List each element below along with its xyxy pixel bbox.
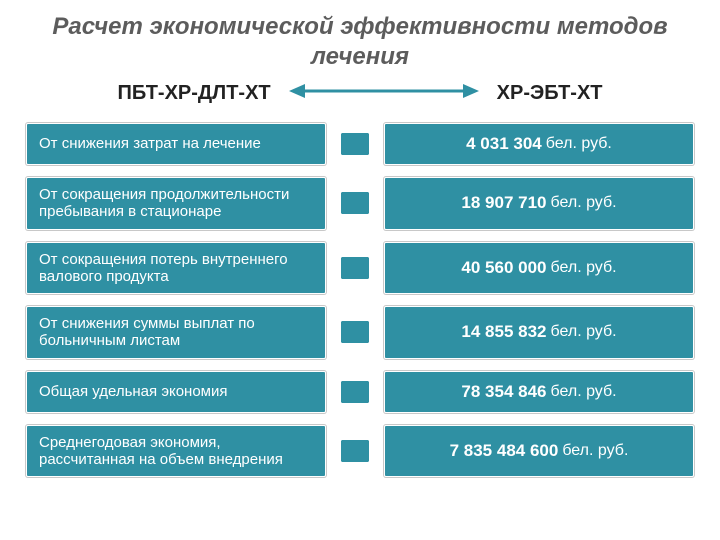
rows-container: От снижения затрат на лечение4 031 304бе… (26, 123, 694, 477)
row-value-unit: бел. руб. (547, 383, 617, 401)
data-row: От снижения затрат на лечение 4 031 304бе… (26, 123, 694, 165)
row-value-number: 4 031 304 (466, 134, 542, 154)
equals-icon (338, 242, 372, 295)
row-value-unit: бел. руб. (558, 442, 628, 460)
data-row: Среднегодовая экономия, рассчитанная на … (26, 425, 694, 478)
row-value-number: 18 907 710 (461, 193, 546, 213)
row-label: Общая удельная экономия (26, 371, 326, 413)
row-value: 18 907 710бел. руб. (384, 177, 694, 230)
double-arrow-icon (289, 82, 479, 105)
equals-icon (338, 306, 372, 359)
row-value: 14 855 832бел. руб. (384, 306, 694, 359)
row-value-unit: бел. руб. (547, 259, 617, 277)
row-value-unit: бел. руб. (547, 194, 617, 212)
row-value: 78 354 846бел. руб. (384, 371, 694, 413)
row-label: Среднегодовая экономия, рассчитанная на … (26, 425, 326, 478)
row-value: 4 031 304бел. руб. (384, 123, 694, 165)
data-row: От сокращения потерь внутреннего валовог… (26, 242, 694, 295)
data-row: От сокращения продолжительности пребыван… (26, 177, 694, 230)
row-value-unit: бел. руб. (547, 323, 617, 341)
row-value-number: 40 560 000 (461, 258, 546, 278)
compare-left-label: ПБТ-ХР-ДЛТ-ХТ (117, 82, 270, 105)
row-value-number: 14 855 832 (461, 322, 546, 342)
equals-icon (338, 177, 372, 230)
equals-icon (338, 123, 372, 165)
row-label: От снижения суммы выплат по больничным л… (26, 306, 326, 359)
row-value: 7 835 484 600бел. руб. (384, 425, 694, 478)
equals-icon (338, 371, 372, 413)
row-label: От сокращения потерь внутреннего валовог… (26, 242, 326, 295)
equals-icon (338, 425, 372, 478)
row-label: От снижения затрат на лечение (26, 123, 326, 165)
row-label: От сокращения продолжительности пребыван… (26, 177, 326, 230)
data-row: От снижения суммы выплат по больничным л… (26, 306, 694, 359)
page-title: Расчет экономической эффективности метод… (26, 12, 694, 72)
row-value-number: 7 835 484 600 (450, 441, 559, 461)
row-value-number: 78 354 846 (461, 382, 546, 402)
row-value: 40 560 000бел. руб. (384, 242, 694, 295)
compare-right-label: ХР-ЭБТ-ХТ (497, 82, 603, 105)
compare-row: ПБТ-ХР-ДЛТ-ХТ ХР-ЭБТ-ХТ (26, 82, 694, 105)
row-value-unit: бел. руб. (542, 135, 612, 153)
data-row: Общая удельная экономия 78 354 846бел. ру… (26, 371, 694, 413)
